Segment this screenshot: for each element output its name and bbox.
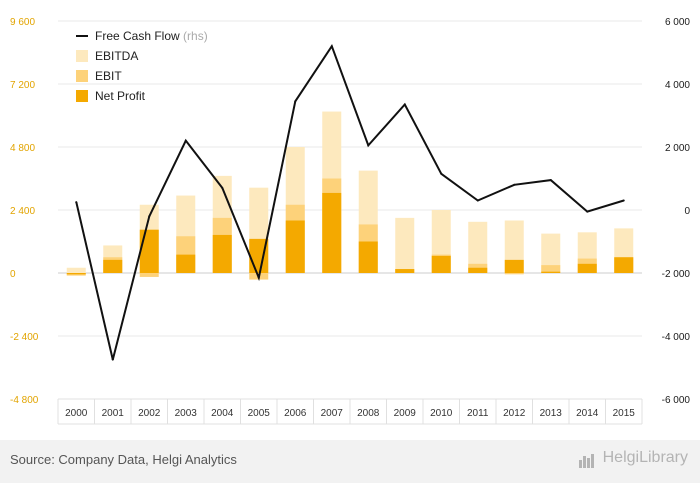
x-tick-label: 2011 xyxy=(467,408,489,419)
y-left-tick-label: -2 400 xyxy=(10,332,39,343)
legend-suffix-rhs: (rhs) xyxy=(180,29,208,43)
bar-net-profit-2007 xyxy=(322,192,342,273)
x-tick-label: 2001 xyxy=(102,408,125,419)
x-tick-label: 2000 xyxy=(65,408,88,419)
y-right-tick-label: 4 000 xyxy=(665,80,690,91)
y-left-tick-label: 2 400 xyxy=(10,206,35,217)
y-left-tick-label: 0 xyxy=(10,269,16,280)
legend: Free Cash Flow (rhs) EBITDA EBIT Net Profit xyxy=(76,29,208,103)
x-tick-label: 2007 xyxy=(321,408,344,419)
free-cash-flow-point-2010 xyxy=(440,172,443,175)
free-cash-flow-point-2008 xyxy=(367,144,370,147)
bar-net-profit-2002 xyxy=(139,229,159,273)
bar-ebit-2013 xyxy=(541,265,561,273)
x-tick-label: 2014 xyxy=(576,408,599,419)
bar-net-profit-2009 xyxy=(395,269,415,273)
bar-ebitda-2009 xyxy=(395,217,415,273)
free-cash-flow-point-2014 xyxy=(586,210,589,213)
free-cash-flow-point-2005 xyxy=(257,276,260,279)
grid-lines xyxy=(57,20,643,425)
legend-swatch-ebit xyxy=(76,70,88,82)
bar-net-profit-2004 xyxy=(212,234,232,273)
bars xyxy=(66,111,634,280)
x-tick-label: 2006 xyxy=(284,408,307,419)
bar-net-profit-2008 xyxy=(358,241,378,273)
bar-ebitda-2011 xyxy=(468,221,488,273)
x-tick-label: 2002 xyxy=(138,408,161,419)
bar-ebitda-2000 xyxy=(66,267,86,273)
y-left-tick-label: 9 600 xyxy=(10,17,35,28)
free-cash-flow-point-2002 xyxy=(148,215,151,218)
bar-net-profit-2015 xyxy=(614,257,634,273)
legend-swatch-ebitda xyxy=(76,50,88,62)
free-cash-flow-point-2007 xyxy=(330,45,333,48)
y-right-tick-label: -2 000 xyxy=(662,269,691,280)
x-tick-label: 2004 xyxy=(211,408,234,419)
x-tick-label: 2009 xyxy=(394,408,417,419)
free-cash-flow-line-group xyxy=(75,44,625,361)
bar-ebit-2012 xyxy=(504,273,524,275)
x-tick-label: 2008 xyxy=(357,408,380,419)
x-tick-label: 2013 xyxy=(540,408,563,419)
free-cash-flow-point-2013 xyxy=(549,179,552,182)
x-tick-label: 2010 xyxy=(430,408,453,419)
x-tick-label: 2015 xyxy=(613,408,636,419)
bar-ebit-2002 xyxy=(139,273,159,277)
source-note: Source: Company Data, Helgi Analytics xyxy=(10,452,237,467)
bar-ebitda-2013 xyxy=(541,233,561,273)
x-tick-label: 2003 xyxy=(175,408,198,419)
bar-net-profit-2006 xyxy=(285,220,305,273)
y-right-tick-label: 6 000 xyxy=(665,17,690,28)
legend-label-ebit: EBIT xyxy=(95,69,122,83)
bar-net-profit-2013 xyxy=(541,271,561,273)
x-tick-label: 2005 xyxy=(248,408,271,419)
free-cash-flow-line xyxy=(75,44,625,360)
legend-label-net-profit: Net Profit xyxy=(95,89,146,103)
y-right-tick-label: -4 000 xyxy=(662,332,691,343)
free-cash-flow-point-2004 xyxy=(221,186,224,189)
free-cash-flow-point-2011 xyxy=(476,199,479,202)
free-cash-flow-point-2000 xyxy=(75,201,78,204)
y-left-tick-label: 7 200 xyxy=(10,80,35,91)
y-right-tick-label: 0 xyxy=(684,206,690,217)
y-right-tick-label: 2 000 xyxy=(665,143,690,154)
y-right-tick-label: -6 000 xyxy=(662,395,691,406)
library-icon xyxy=(578,450,599,468)
legend-label-ebitda: EBITDA xyxy=(95,49,138,63)
logo-text: HelgiLibrary xyxy=(602,449,688,466)
bar-net-profit-2010 xyxy=(431,255,451,273)
free-cash-flow-point-2006 xyxy=(294,100,297,103)
free-cash-flow-point-2003 xyxy=(184,139,187,142)
bar-net-profit-2001 xyxy=(103,259,123,273)
free-cash-flow-point-2012 xyxy=(513,183,516,186)
free-cash-flow-point-2009 xyxy=(403,103,406,106)
bar-net-profit-2014 xyxy=(577,263,597,273)
helgi-library-logo: HelgiLibrary xyxy=(578,449,688,468)
y-left-tick-label: 4 800 xyxy=(10,143,35,154)
bar-net-profit-2000 xyxy=(66,273,86,275)
legend-swatch-net-profit xyxy=(76,90,88,102)
y-left-tick-label: -4 800 xyxy=(10,395,39,406)
legend-label-free-cash-flow: Free Cash Flow (rhs) xyxy=(95,29,208,43)
free-cash-flow-point-2001 xyxy=(111,358,114,361)
x-tick-label: 2012 xyxy=(503,408,526,419)
bar-net-profit-2011 xyxy=(468,267,488,273)
bar-net-profit-2003 xyxy=(176,254,196,273)
free-cash-flow-point-2015 xyxy=(622,199,625,202)
axis-ticks: 9 600 7 200 4 800 2 400 0 -2 400 -4 800 6 000 4 … xyxy=(10,17,690,419)
bar-net-profit-2012 xyxy=(504,259,524,273)
